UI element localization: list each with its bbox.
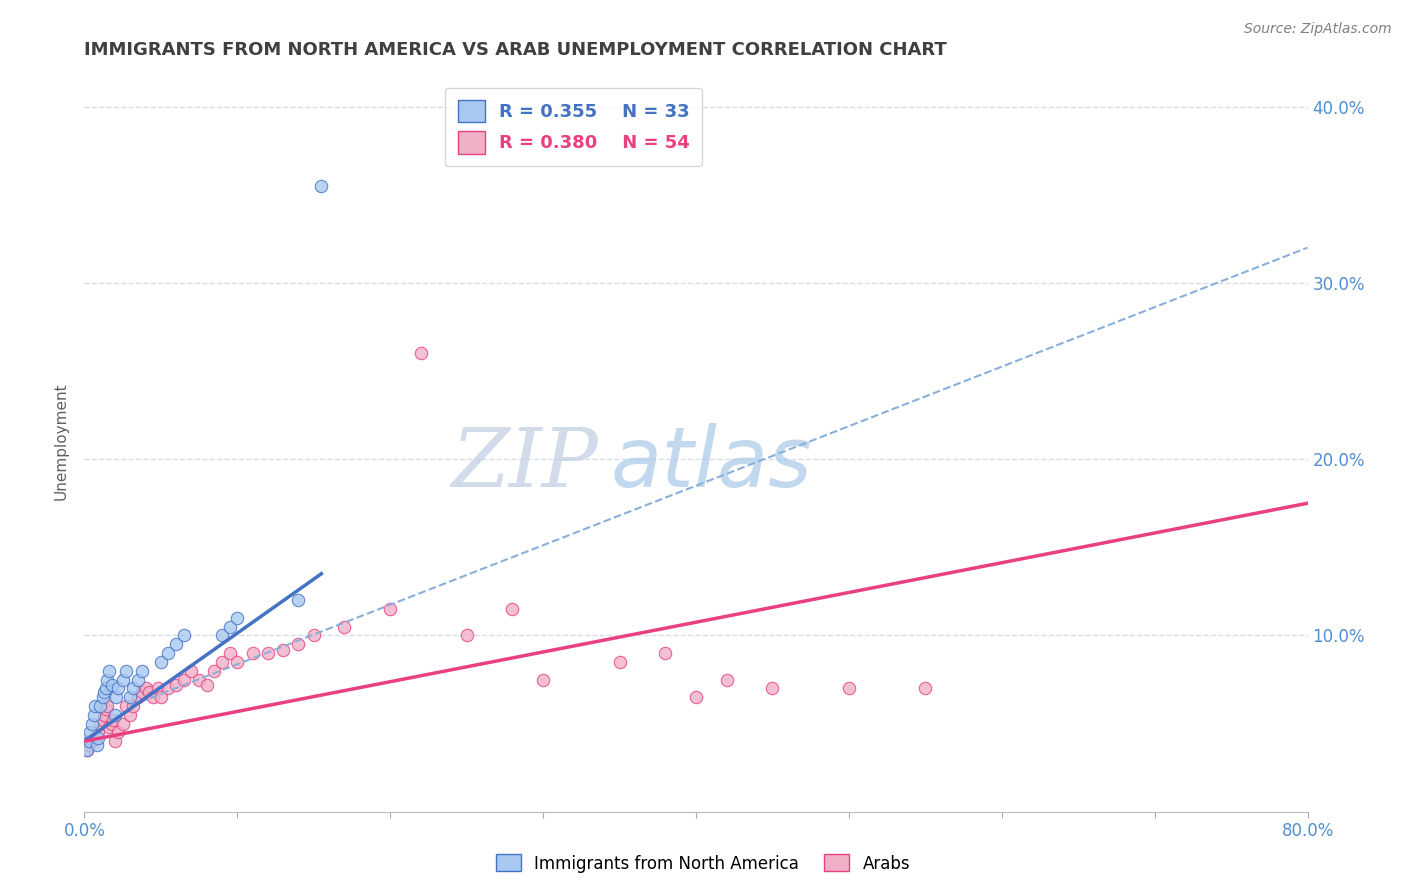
Point xyxy=(96,673,118,687)
Point xyxy=(97,720,120,734)
Point xyxy=(149,655,172,669)
Point xyxy=(135,681,157,696)
Point xyxy=(94,702,117,716)
Point xyxy=(173,673,195,687)
Point xyxy=(103,713,125,727)
Point xyxy=(127,673,149,687)
Point xyxy=(114,698,136,713)
Point xyxy=(716,673,738,687)
Point xyxy=(104,707,127,722)
Text: Source: ZipAtlas.com: Source: ZipAtlas.com xyxy=(1244,22,1392,37)
Point xyxy=(211,655,233,669)
Point xyxy=(149,690,172,705)
Point xyxy=(287,593,309,607)
Point xyxy=(96,698,118,713)
Point xyxy=(173,628,195,642)
Text: ZIP: ZIP xyxy=(451,424,598,504)
Point xyxy=(93,685,115,699)
Point xyxy=(271,642,294,657)
Point xyxy=(502,602,524,616)
Point xyxy=(114,664,136,678)
Point xyxy=(101,716,124,731)
Text: atlas: atlas xyxy=(610,423,813,504)
Point xyxy=(77,738,100,752)
Point xyxy=(685,690,707,705)
Point xyxy=(257,646,280,660)
Point xyxy=(218,619,240,633)
Point xyxy=(242,646,264,660)
Point xyxy=(218,646,240,660)
Point xyxy=(122,681,145,696)
Point xyxy=(80,716,103,731)
Point xyxy=(131,664,153,678)
Point xyxy=(838,681,860,696)
Point xyxy=(91,713,114,727)
Point xyxy=(157,681,180,696)
Point xyxy=(83,707,105,722)
Point xyxy=(142,690,165,705)
Point xyxy=(76,743,98,757)
Point xyxy=(91,690,114,705)
Point xyxy=(165,678,187,692)
Point xyxy=(302,628,325,642)
Point xyxy=(87,725,110,739)
Point xyxy=(226,655,249,669)
Point xyxy=(86,738,108,752)
Point xyxy=(146,681,169,696)
Y-axis label: Unemployment: Unemployment xyxy=(53,383,69,500)
Point xyxy=(101,678,124,692)
Point xyxy=(202,664,225,678)
Point xyxy=(87,731,110,745)
Point xyxy=(89,716,111,731)
Point xyxy=(97,664,120,678)
Point xyxy=(211,628,233,642)
Point xyxy=(104,734,127,748)
Point xyxy=(111,673,134,687)
Point xyxy=(165,637,187,651)
Point xyxy=(94,681,117,696)
Point xyxy=(120,707,142,722)
Point xyxy=(226,611,249,625)
Point xyxy=(80,734,103,748)
Point xyxy=(409,346,432,360)
Point xyxy=(122,698,145,713)
Point xyxy=(84,731,107,745)
Point xyxy=(131,685,153,699)
Point xyxy=(107,725,129,739)
Point xyxy=(531,673,554,687)
Point xyxy=(76,743,98,757)
Point xyxy=(287,637,309,651)
Point xyxy=(333,619,356,633)
Point xyxy=(105,690,128,705)
Point xyxy=(311,178,333,193)
Point xyxy=(380,602,402,616)
Point xyxy=(111,716,134,731)
Text: IMMIGRANTS FROM NORTH AMERICA VS ARAB UNEMPLOYMENT CORRELATION CHART: IMMIGRANTS FROM NORTH AMERICA VS ARAB UN… xyxy=(84,41,948,59)
Point xyxy=(79,725,101,739)
Point xyxy=(188,673,211,687)
Point xyxy=(138,685,160,699)
Point xyxy=(77,734,100,748)
Point xyxy=(89,698,111,713)
Point xyxy=(93,707,115,722)
Point xyxy=(609,655,631,669)
Point xyxy=(127,690,149,705)
Point xyxy=(120,690,142,705)
Point xyxy=(84,698,107,713)
Point xyxy=(914,681,936,696)
Point xyxy=(180,664,202,678)
Point xyxy=(107,681,129,696)
Point xyxy=(195,678,218,692)
Point xyxy=(157,646,180,660)
Legend: Immigrants from North America, Arabs: Immigrants from North America, Arabs xyxy=(489,847,917,880)
Legend: R = 0.355    N = 33, R = 0.380    N = 54: R = 0.355 N = 33, R = 0.380 N = 54 xyxy=(444,87,703,166)
Point xyxy=(761,681,783,696)
Point xyxy=(654,646,676,660)
Point xyxy=(456,628,478,642)
